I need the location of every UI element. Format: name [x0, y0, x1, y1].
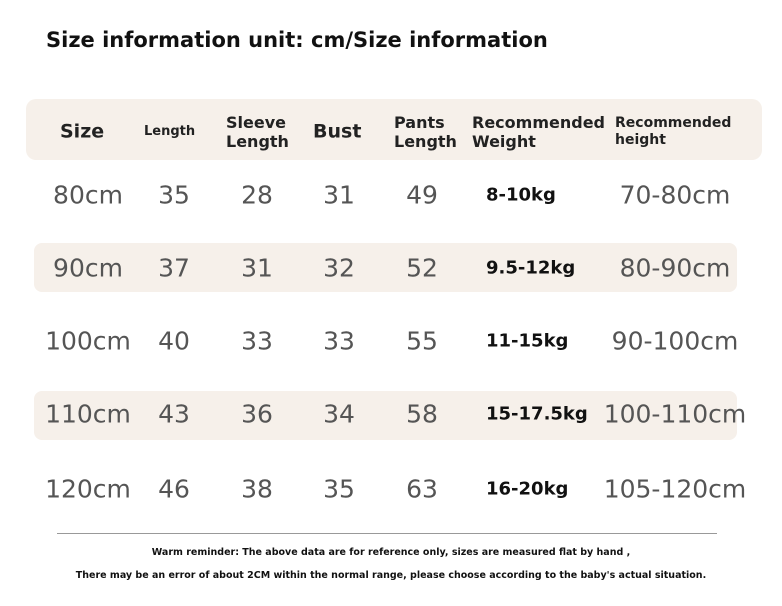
table-cell: 55	[406, 326, 438, 356]
table-cell: 31	[323, 180, 355, 210]
row-band	[34, 391, 737, 440]
table-cell: 15-17.5kg	[486, 403, 588, 425]
table-cell: 63	[406, 474, 438, 504]
column-header: Sleeve Length	[226, 112, 289, 151]
table-cell: 36	[241, 399, 273, 429]
table-cell: 35	[323, 474, 355, 504]
table-cell: 33	[241, 326, 273, 356]
table-cell: 110cm	[45, 399, 131, 429]
column-header: Recommended Weight	[472, 112, 605, 151]
table-cell: 70-80cm	[619, 180, 731, 210]
table-cell: 38	[241, 474, 273, 504]
divider	[57, 533, 717, 534]
footer-note: There may be an error of about 2CM withi…	[75, 570, 707, 581]
table-cell: 49	[406, 180, 438, 210]
table-cell: 31	[241, 253, 273, 283]
table-cell: 80cm	[53, 180, 123, 210]
table-cell: 46	[158, 474, 190, 504]
row-band	[34, 243, 737, 292]
column-header: Length	[144, 124, 196, 140]
table-cell: 35	[158, 180, 190, 210]
column-header: Recommended height	[615, 115, 732, 148]
table-cell: 52	[406, 253, 438, 283]
table-cell: 58	[406, 399, 438, 429]
title: Size information unit: cm/Size informati…	[46, 28, 548, 52]
column-header: Bust	[313, 120, 362, 143]
table-cell: 11-15kg	[486, 330, 569, 352]
table-cell: 16-20kg	[486, 478, 569, 500]
table-cell: 100-110cm	[603, 399, 747, 429]
table-cell: 105-120cm	[603, 474, 747, 504]
header-band	[26, 99, 762, 160]
table-cell: 8-10kg	[486, 184, 556, 206]
table-cell: 100cm	[45, 326, 131, 356]
table-cell: 90cm	[53, 253, 123, 283]
table-cell: 34	[323, 399, 355, 429]
table-cell: 40	[158, 326, 190, 356]
table-cell: 120cm	[45, 474, 131, 504]
footer-note: Warm reminder: The above data are for re…	[151, 547, 631, 558]
column-header: Size	[60, 120, 105, 143]
column-header: Pants Length	[394, 112, 457, 151]
table-cell: 80-90cm	[619, 253, 731, 283]
table-cell: 37	[158, 253, 190, 283]
table-cell: 9.5-12kg	[486, 257, 576, 279]
table-cell: 43	[158, 399, 190, 429]
table-cell: 32	[323, 253, 355, 283]
table-cell: 28	[241, 180, 273, 210]
table-cell: 33	[323, 326, 355, 356]
table-cell: 90-100cm	[611, 326, 739, 356]
